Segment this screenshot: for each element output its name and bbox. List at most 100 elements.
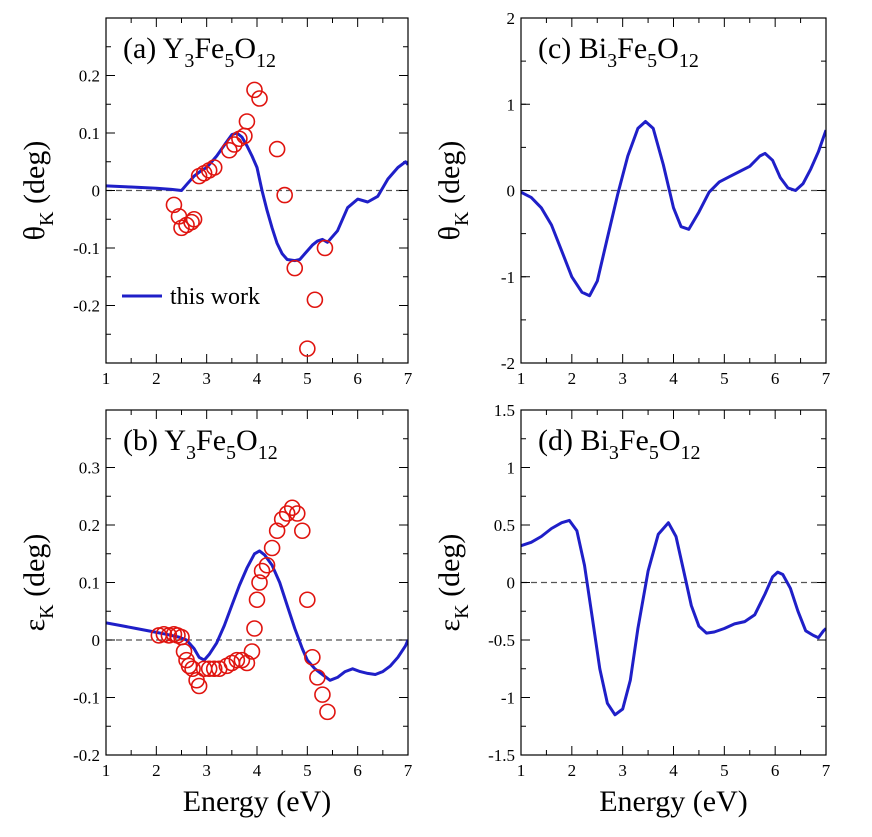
x-tick-label: 2 xyxy=(568,761,577,780)
title-sub: 3 xyxy=(184,50,194,72)
y-tick-label: 0 xyxy=(507,182,516,201)
title-text: (a) Y xyxy=(123,32,184,65)
ylabel-unit: (deg) xyxy=(433,534,466,605)
title-sub: 12 xyxy=(258,442,278,464)
x-tick-label: 3 xyxy=(618,369,627,388)
y-tick-label: 2 xyxy=(507,9,516,28)
x-tick-label: 6 xyxy=(353,761,362,780)
y-tick-label: 1.5 xyxy=(494,401,515,420)
data-point xyxy=(253,562,271,580)
title-sub: 12 xyxy=(681,442,701,464)
x-tick-label: 7 xyxy=(404,369,413,388)
y-tick-label: -1 xyxy=(501,689,515,708)
title-text: O xyxy=(659,424,681,457)
data-point xyxy=(190,677,208,695)
title-sub: 12 xyxy=(256,50,276,72)
data-point xyxy=(246,620,263,637)
data-point xyxy=(286,259,304,277)
y-axis-label: εK (deg) xyxy=(433,534,473,632)
panel-title: (b) Y3Fe5O12 xyxy=(123,424,278,464)
x-tick-label: 4 xyxy=(253,369,262,388)
ylabel-main: ε xyxy=(433,619,466,632)
y-tick-label: -0.2 xyxy=(73,746,100,765)
data-point xyxy=(319,703,336,721)
data-point xyxy=(184,660,201,678)
x-tick-label: 7 xyxy=(822,761,831,780)
data-point xyxy=(238,654,256,672)
y-tick-label: 0.2 xyxy=(79,516,100,535)
data-point xyxy=(288,505,306,522)
data-point xyxy=(180,657,198,675)
ylabel-sub: K xyxy=(451,604,473,619)
data-point xyxy=(273,510,291,528)
data-point xyxy=(268,522,286,540)
x-tick-label: 5 xyxy=(720,761,729,780)
series-line-this-work xyxy=(106,549,408,682)
ylabel-unit: (deg) xyxy=(433,141,466,212)
y-tick-label: -1.5 xyxy=(488,746,515,765)
panel-title: (a) Y3Fe5O12 xyxy=(123,32,276,72)
x-tick-label: 7 xyxy=(822,369,831,388)
y-tick-label: -1 xyxy=(501,268,515,287)
title-text: Fe xyxy=(194,32,224,65)
plot-area xyxy=(521,518,826,717)
data-point xyxy=(238,113,256,130)
data-point xyxy=(316,239,334,257)
y-tick-label: 0.1 xyxy=(79,574,100,593)
data-point xyxy=(309,669,326,686)
data-point xyxy=(278,505,296,522)
title-sub: 3 xyxy=(609,442,619,464)
ylabel-unit: (deg) xyxy=(18,141,51,212)
ylabel-sub: K xyxy=(451,211,473,226)
data-point xyxy=(205,159,223,176)
y-tick-label: 0.2 xyxy=(79,67,100,86)
y-tick-label: -0.2 xyxy=(73,297,100,316)
x-tick-label: 1 xyxy=(517,369,526,388)
x-tick-label: 2 xyxy=(568,369,577,388)
data-point xyxy=(165,196,183,214)
x-tick-label: 3 xyxy=(618,761,627,780)
x-tick-label: 5 xyxy=(303,761,312,780)
ylabel-main: ε xyxy=(18,619,51,632)
y-axis-label: εK (deg) xyxy=(18,534,58,632)
series-line-epsilon_K xyxy=(521,518,826,717)
x-tick-label: 1 xyxy=(102,369,111,388)
x-tick-label: 5 xyxy=(720,369,729,388)
title-sub: 5 xyxy=(647,50,657,72)
panel-title: (c) Bi3Fe5O12 xyxy=(538,32,699,72)
y-tick-label: 0 xyxy=(92,631,101,650)
ylabel-sub: K xyxy=(36,211,58,226)
y-tick-label: 0 xyxy=(92,182,101,201)
data-point xyxy=(258,556,276,574)
series-line-this-work xyxy=(106,131,408,263)
panel-b: 1 2 3 4 5 6 7-0.2-0.100.10.20.3(b) Y3Fe5O12εK … xyxy=(18,409,413,818)
x-tick-label: 3 xyxy=(202,761,211,780)
x-tick-label: 2 xyxy=(152,761,161,780)
data-point xyxy=(228,651,246,669)
title-text: (b) Y xyxy=(123,424,186,457)
data-point xyxy=(293,522,311,540)
title-text: Fe xyxy=(196,424,226,457)
data-point xyxy=(276,186,293,204)
ylabel-main: θ xyxy=(18,226,51,240)
y-tick-label: -0.1 xyxy=(73,239,100,258)
title-sub: 5 xyxy=(226,442,236,464)
plot-frame xyxy=(520,409,827,756)
plot-area xyxy=(521,120,826,298)
data-point xyxy=(304,648,321,666)
title-sub: 3 xyxy=(186,442,196,464)
x-tick-label: 1 xyxy=(102,761,111,780)
y-tick-label: 1 xyxy=(507,459,516,478)
x-axis-label: Energy (eV) xyxy=(183,785,332,818)
x-tick-label: 4 xyxy=(253,761,262,780)
data-point xyxy=(248,591,266,609)
x-tick-label: 2 xyxy=(152,369,161,388)
data-point xyxy=(299,591,316,609)
plot-area xyxy=(106,81,408,357)
plot-frame xyxy=(105,409,409,756)
y-tick-label: -0.1 xyxy=(73,689,100,708)
x-tick-label: 5 xyxy=(303,369,312,388)
data-point xyxy=(306,291,324,309)
